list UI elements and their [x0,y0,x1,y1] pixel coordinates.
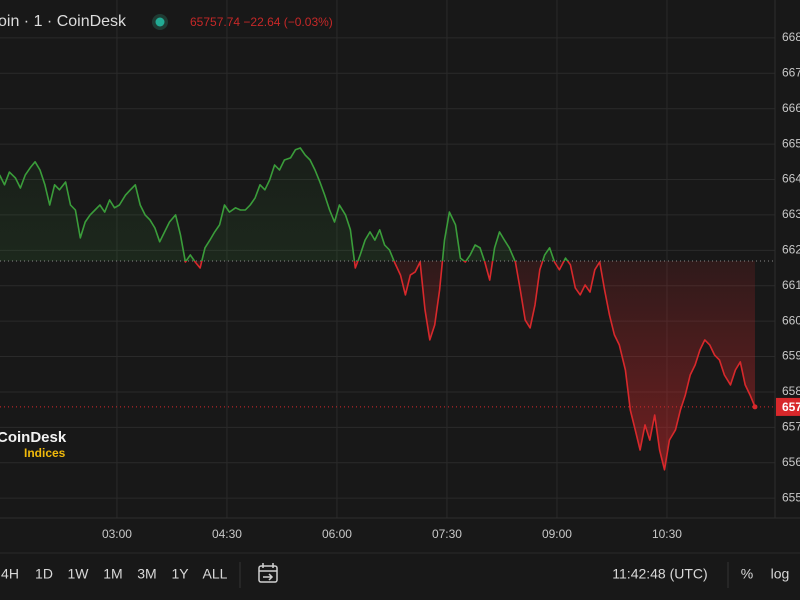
y-tick-label: 660 [782,313,800,327]
calendar-icon[interactable] [258,563,278,583]
last-price-dot [752,404,758,410]
price-line [0,147,756,471]
x-tick-label: 03:00 [102,527,132,541]
y-tick-label: 655 [782,490,800,504]
x-tick-label: 09:00 [542,527,572,541]
range-button[interactable]: 1W [68,566,90,582]
range-button[interactable]: 4H [1,566,19,582]
range-button[interactable]: 1D [35,566,53,582]
range-button[interactable]: 1M [103,566,122,582]
clock: 11:42:48 (UTC) [612,566,707,582]
y-tick-label: 667 [782,65,800,79]
x-tick-label: 06:00 [322,527,352,541]
price-tag [776,397,800,416]
log-button[interactable]: log [771,566,790,582]
watermark: CoinDesk [0,429,67,446]
y-tick-label: 661 [782,278,800,292]
y-tick-label: 657 [782,420,800,434]
quote: 65757.74 −22.64 (−0.03%) [190,15,333,29]
symbol-title: oin · 1 · CoinDesk [0,13,127,30]
x-tick-label: 04:30 [212,527,242,541]
price-tag-label: 657 [782,400,800,414]
y-tick-label: 664 [782,172,800,186]
y-tick-label: 663 [782,207,800,221]
percent-button[interactable]: % [741,566,753,582]
status-dot [155,17,165,27]
range-button[interactable]: 3M [137,566,156,582]
y-tick-label: 666 [782,101,800,115]
y-tick-label: 656 [782,455,800,469]
watermark-sub: Indices [24,446,66,460]
x-tick-label: 10:30 [652,527,682,541]
y-tick-label: 659 [782,349,800,363]
x-tick-label: 07:30 [432,527,462,541]
y-tick-label: 668 [782,30,800,44]
y-tick-label: 658 [782,384,800,398]
y-tick-label: 662 [782,242,800,256]
range-button[interactable]: ALL [203,566,228,582]
range-button[interactable]: 1Y [171,566,189,582]
y-tick-label: 665 [782,136,800,150]
